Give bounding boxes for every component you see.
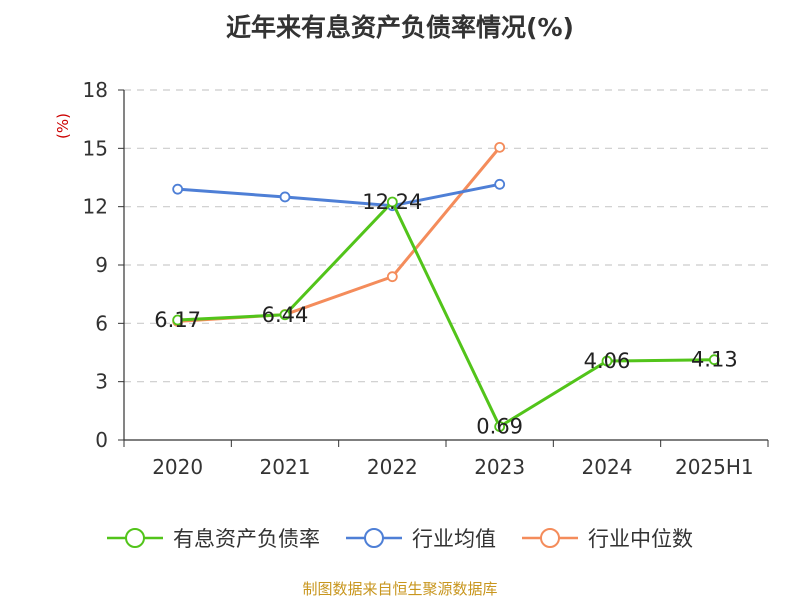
data-point-2 (279, 191, 291, 203)
legend-label: 行业均值 (412, 527, 496, 551)
legend-marker-blue (346, 528, 402, 548)
x-tick-label: 2025H1 (675, 455, 754, 479)
data-point-1 (494, 421, 506, 432)
data-label: 12.24 (362, 190, 422, 214)
legend-item-series2[interactable]: 行业均值 (346, 523, 496, 553)
data-point-1 (386, 196, 398, 208)
series-line-3 (177, 146, 501, 323)
axis-layer: 0 3 6 9 12 15 18 2020 2021 2022 2023 2024 2025H1 (83, 78, 769, 479)
chart-title: 近年来有息资产负债率情况(%) (226, 13, 574, 42)
series-line-2 (177, 182, 500, 208)
grid-layer (124, 89, 768, 383)
data-label: 6.44 (262, 303, 309, 327)
data-point-1 (172, 314, 184, 326)
data-label: 4.06 (584, 349, 631, 373)
data-point-3 (386, 271, 398, 283)
y-tick-label: 18 (83, 78, 108, 102)
data-label: 0.69 (476, 415, 523, 439)
series-layer (172, 141, 720, 432)
data-point-2 (172, 183, 184, 195)
legend-label: 行业中位数 (588, 527, 693, 551)
legend-marker-orange (522, 528, 578, 548)
y-axis-label: (%) (54, 113, 72, 139)
data-point-3 (494, 141, 506, 153)
data-point-2 (494, 178, 506, 190)
data-point-1 (708, 354, 720, 366)
data-label: 6.17 (154, 308, 201, 332)
legend-label: 有息资产负债率 (173, 527, 320, 551)
x-tick-label: 2022 (367, 455, 418, 479)
series-line-1 (177, 200, 715, 429)
y-tick-label: 9 (95, 253, 108, 277)
source-note: 制图数据来自恒生聚源数据库 (302, 580, 498, 598)
data-point-1 (279, 309, 291, 321)
y-tick-label: 3 (95, 370, 108, 394)
data-label: 4.13 (691, 348, 738, 372)
x-tick-label: 2023 (474, 455, 525, 479)
legend-item-series3[interactable]: 行业中位数 (522, 523, 693, 553)
legend-marker-green (107, 528, 163, 548)
x-tick-label: 2021 (260, 455, 311, 479)
y-tick-label: 6 (95, 311, 108, 335)
y-tick-label: 15 (83, 136, 108, 160)
legend: 有息资产负债率 行业均值 行业中位数 (0, 518, 800, 558)
legend-item-series1[interactable]: 有息资产负债率 (107, 523, 320, 553)
x-tick-label: 2024 (582, 455, 633, 479)
data-point-1 (601, 355, 613, 367)
x-tick-label: 2020 (152, 455, 203, 479)
y-tick-label: 12 (83, 195, 108, 219)
y-tick-label: 0 (95, 428, 108, 452)
data-label-layer: 6.17 6.44 12.24 0.69 4.06 4.13 (154, 190, 737, 439)
